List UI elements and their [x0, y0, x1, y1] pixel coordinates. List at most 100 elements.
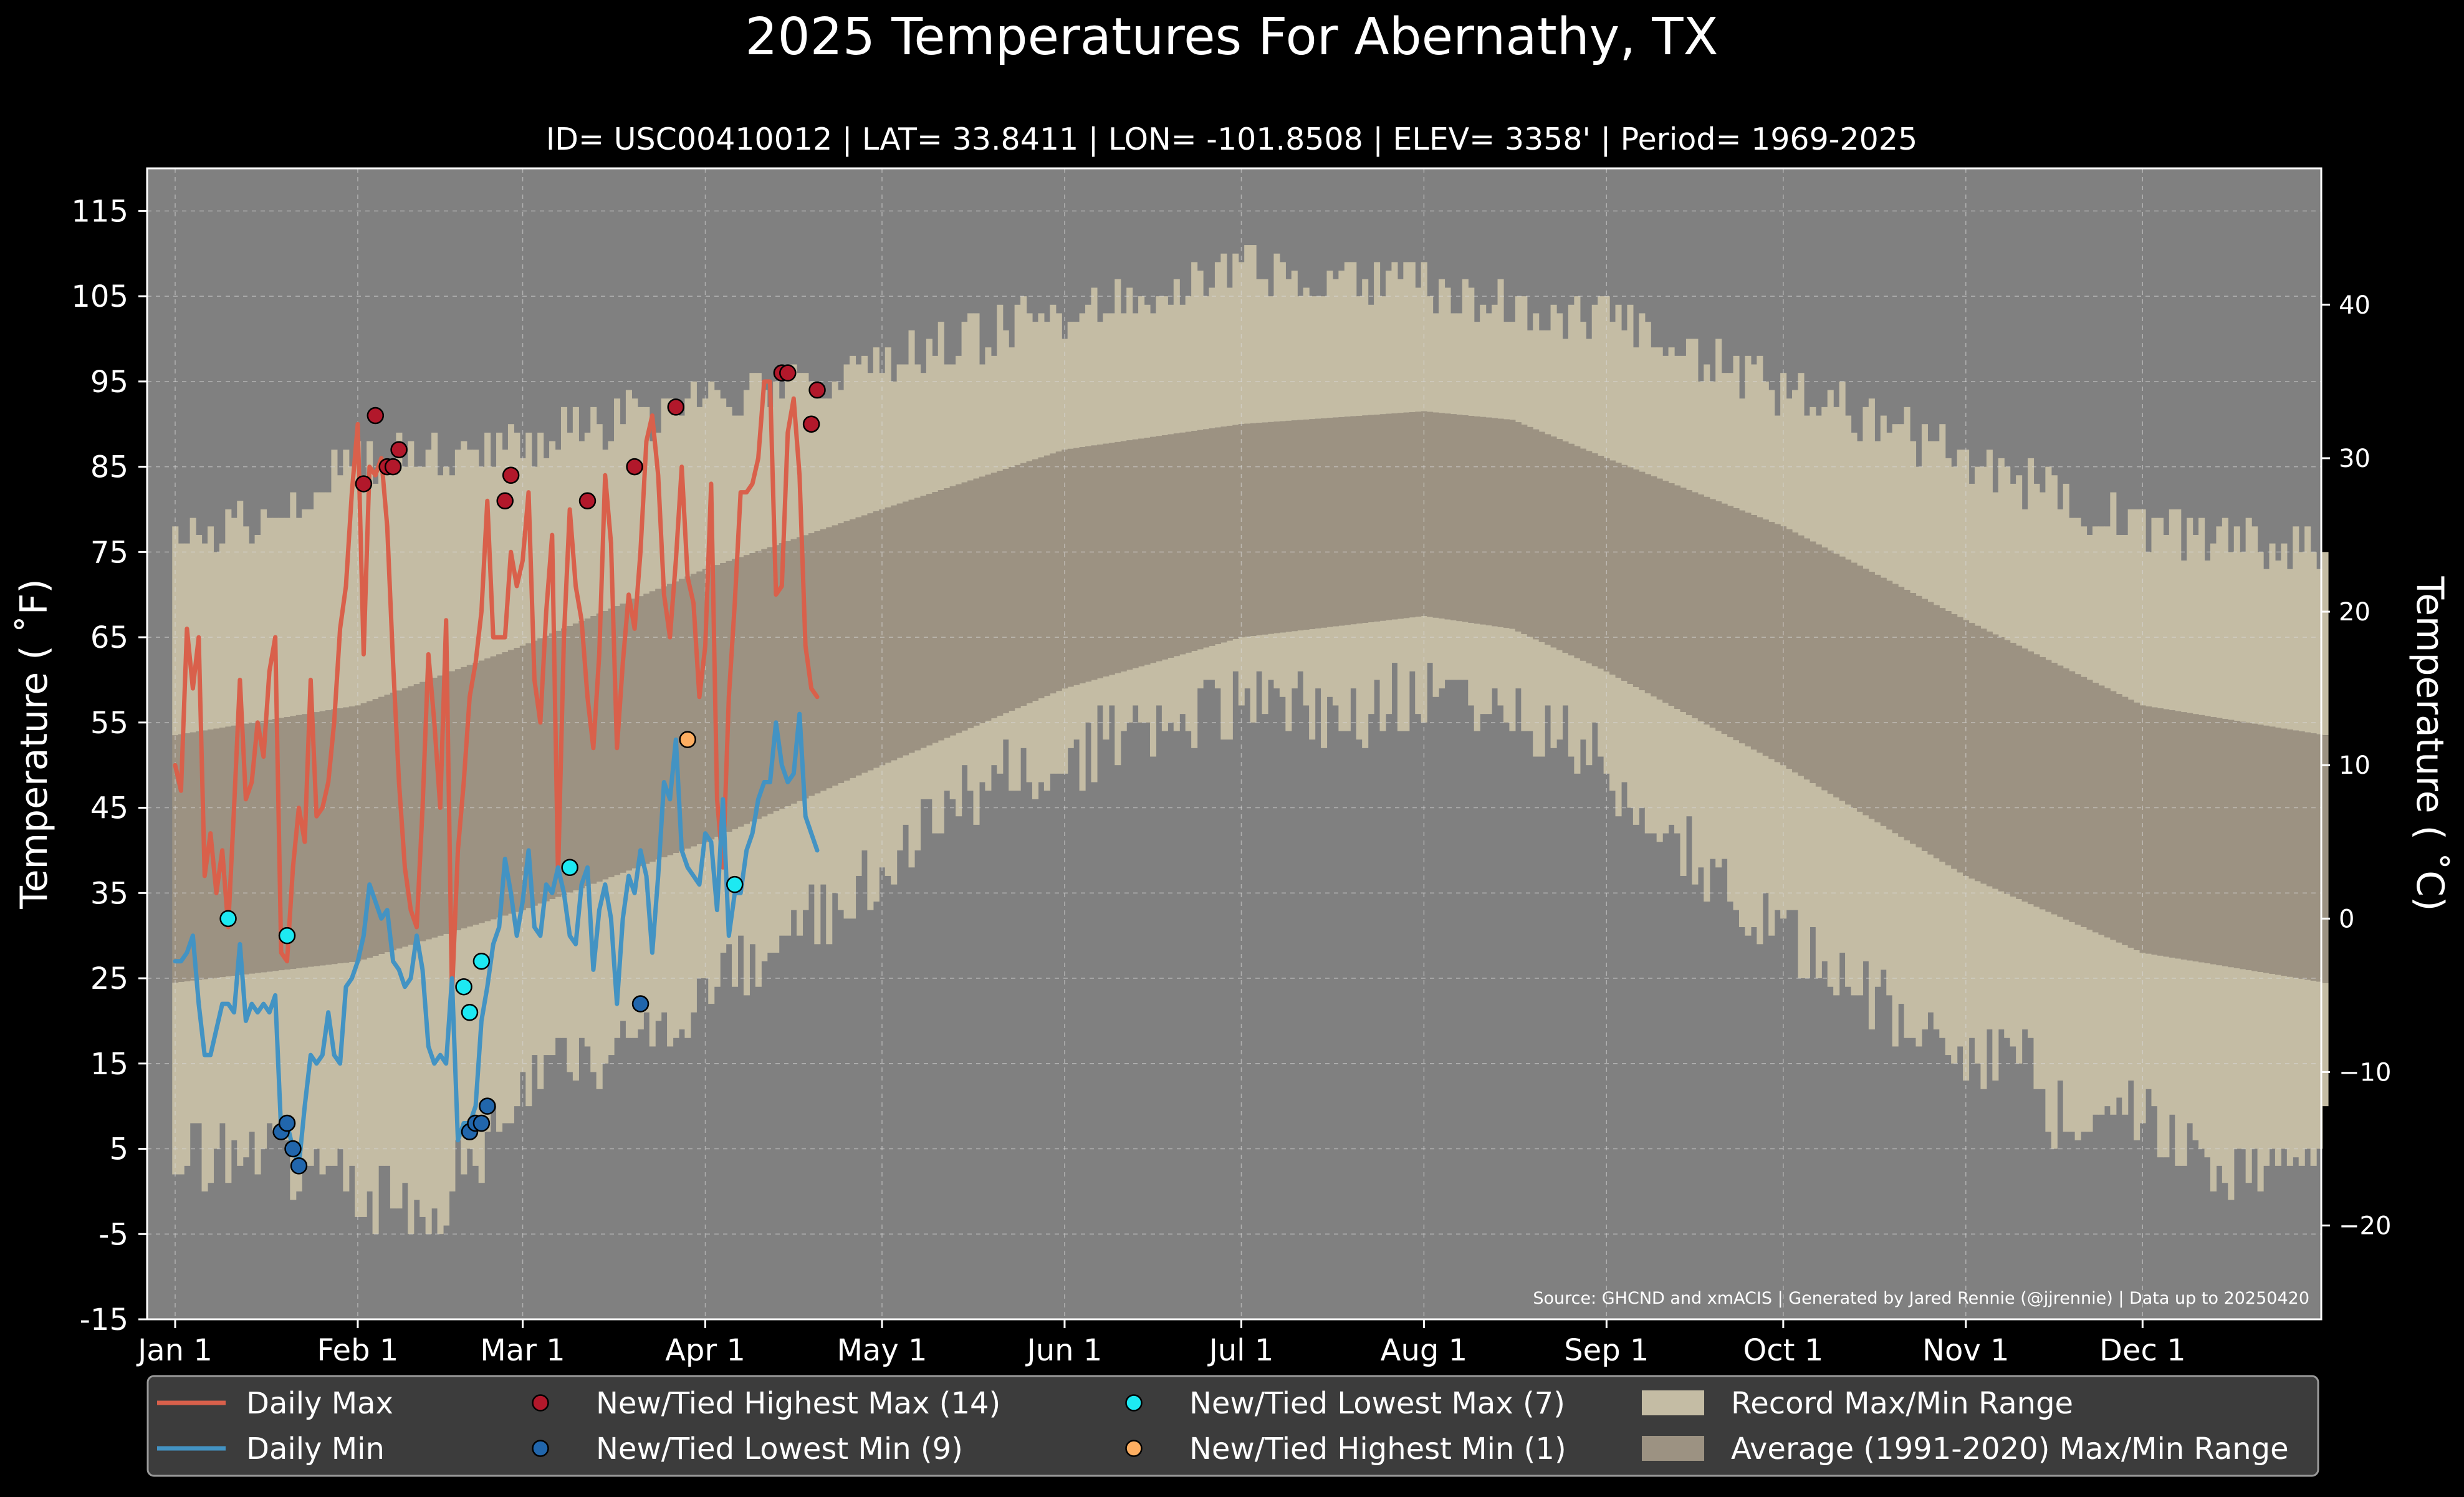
record-min-bar	[1108, 675, 1115, 706]
average-range-bar	[1821, 547, 1828, 791]
average-range-bar	[779, 543, 785, 809]
legend-label-daily-max: Daily Max	[246, 1386, 393, 1421]
record-min-bar	[1651, 696, 1657, 834]
y-right-tick-label: 20	[2339, 598, 2371, 627]
record-min-bar	[514, 912, 520, 1107]
record-min-bar	[2275, 975, 2281, 1166]
record-min-bar	[431, 937, 438, 1209]
record-min-bar	[637, 866, 644, 1030]
record-min-bar	[1533, 639, 1540, 757]
average-range-bar	[261, 721, 267, 973]
average-range-bar	[2134, 702, 2140, 950]
record-max-bar	[1062, 339, 1068, 450]
record-min-bar	[1715, 731, 1722, 868]
average-range-bar	[1250, 423, 1257, 636]
record-max-bar	[1043, 322, 1050, 456]
record-max-bar	[1173, 279, 1180, 434]
average-range-bar	[1656, 478, 1663, 700]
average-range-bar	[378, 696, 385, 954]
record-min-bar	[1904, 840, 1910, 1038]
average-range-bar	[1485, 417, 1492, 625]
record-min-bar	[572, 890, 579, 1081]
record-max-bar	[1161, 296, 1168, 435]
y-right-tick-label: 30	[2339, 445, 2371, 473]
average-range-bar	[1067, 448, 1074, 687]
record-max-bar	[625, 390, 632, 602]
average-range-bar	[985, 474, 992, 721]
average-range-bar	[1079, 447, 1086, 683]
record-min-bar	[1692, 718, 1699, 885]
record-max-bar	[1185, 296, 1192, 432]
record-min-bar	[1250, 635, 1257, 723]
average-range-bar	[1892, 584, 1899, 834]
average-range-bar	[189, 732, 196, 981]
record-min-bar	[1862, 815, 1869, 961]
average-range-bar	[1868, 572, 1875, 819]
record-max-bar	[2074, 517, 2081, 675]
record-max-bar	[2216, 526, 2223, 718]
average-range-bar	[1727, 506, 1734, 738]
record-max-bar	[1733, 355, 1740, 509]
lowest-min-marker	[479, 1097, 496, 1115]
record-max-bar	[1427, 296, 1434, 412]
average-range-bar	[1149, 436, 1157, 663]
record-min-bar	[861, 773, 868, 850]
average-range-bar	[1957, 617, 1963, 873]
record-max-bar	[1120, 313, 1127, 441]
average-range-bar	[1639, 471, 1646, 690]
record-min-bar	[1262, 634, 1268, 715]
average-range-bar	[2127, 700, 2134, 948]
record-max-bar	[219, 543, 226, 728]
legend-swatch-new-tied-lowest-max-7	[1125, 1394, 1143, 1412]
record-min-bar	[2304, 980, 2311, 1149]
chart-subtitle: ID= USC00410012 | LAT= 33.8411 | LON= -1…	[546, 122, 1917, 157]
record-max-bar	[461, 441, 467, 667]
average-range-bar	[2069, 671, 2076, 922]
average-range-bar	[937, 490, 944, 741]
record-min-bar	[378, 953, 385, 1166]
record-min-bar	[838, 782, 845, 910]
record-max-bar	[1721, 373, 1728, 504]
record-min-bar	[990, 718, 997, 766]
record-min-bar	[560, 894, 568, 1038]
record-min-bar	[944, 738, 951, 791]
record-max-bar	[1651, 347, 1657, 477]
record-min-bar	[1497, 627, 1504, 706]
x-tick-label: Feb 1	[317, 1333, 399, 1368]
lowest-max-marker	[472, 952, 491, 970]
average-range-bar	[314, 712, 320, 966]
average-range-bar	[2122, 696, 2129, 945]
average-range-bar	[178, 734, 185, 982]
record-min-bar	[1439, 618, 1445, 689]
average-range-bar	[514, 648, 520, 912]
average-range-bar	[537, 638, 544, 904]
record-max-bar	[1144, 304, 1151, 438]
record-max-bar	[1598, 296, 1604, 456]
average-range-bar	[1845, 559, 1852, 805]
average-range-bar	[249, 723, 256, 974]
average-range-bar	[655, 589, 662, 860]
x-tick-label: Sep 1	[1564, 1333, 1649, 1368]
record-max-bar	[1273, 253, 1280, 422]
record-min-bar	[1427, 617, 1434, 663]
average-range-bar	[796, 537, 803, 801]
average-range-bar	[1733, 508, 1740, 741]
average-range-bar	[743, 555, 750, 824]
average-range-bar	[920, 496, 927, 748]
average-range-bar	[1332, 417, 1339, 627]
record-min-bar	[708, 839, 715, 1004]
record-min-bar	[1591, 666, 1598, 723]
record-max-bar	[2110, 492, 2117, 691]
record-min-bar	[1568, 655, 1575, 757]
average-range-bar	[1002, 469, 1009, 713]
average-range-bar	[1432, 412, 1439, 618]
average-range-bar	[496, 654, 503, 918]
record-min-bar	[461, 928, 467, 1175]
average-range-bar	[1115, 441, 1121, 673]
record-max-bar	[261, 509, 267, 721]
record-min-bar	[873, 768, 880, 902]
average-range-bar	[1580, 448, 1586, 661]
average-range-bar	[914, 498, 921, 751]
record-max-bar	[1856, 441, 1864, 566]
average-range-bar	[2169, 710, 2175, 958]
